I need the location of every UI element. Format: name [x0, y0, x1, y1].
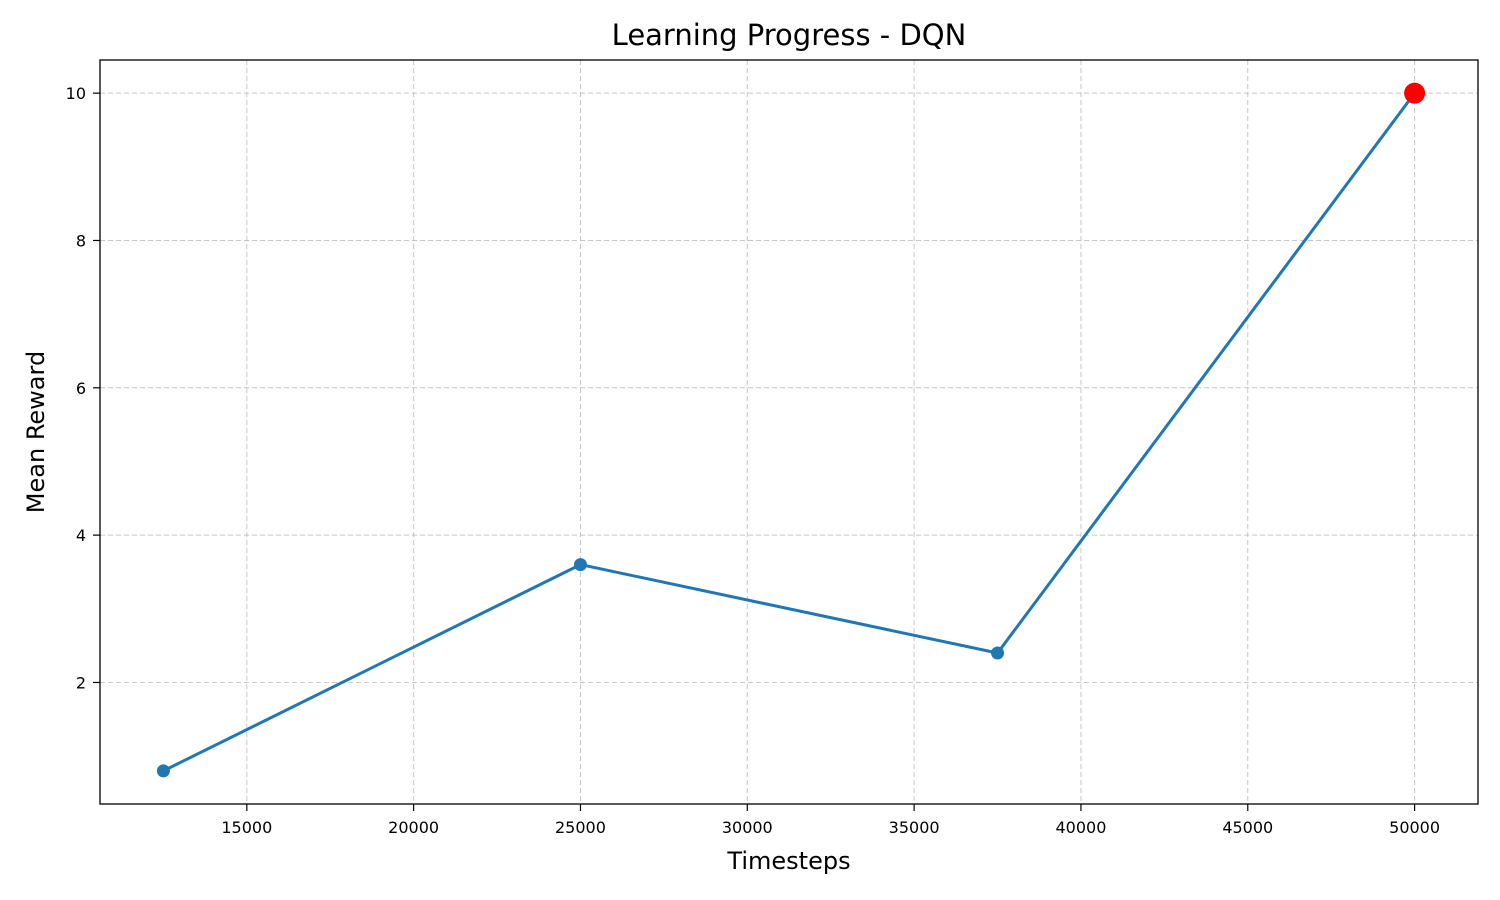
y-tick-label: 2: [76, 673, 86, 692]
x-axis-label: Timesteps: [726, 847, 850, 875]
x-tick-label: 45000: [1222, 818, 1273, 837]
grid-layer: [100, 60, 1478, 804]
x-tick-label: 25000: [555, 818, 606, 837]
x-tick-label: 40000: [1055, 818, 1106, 837]
plot-frame: [99, 59, 1479, 805]
series-line: [162, 92, 1416, 773]
data-point: [991, 646, 1005, 660]
data-point: [156, 764, 170, 778]
x-tick-label: 15000: [221, 818, 272, 837]
x-tick-label: 50000: [1389, 818, 1440, 837]
tick-layer: 15000 20000 25000 30000 35000 40000 45000 50000…: [66, 84, 1440, 837]
x-tick-label: 30000: [722, 818, 773, 837]
x-tick-label: 20000: [388, 818, 439, 837]
y-tick-label: 6: [76, 379, 86, 398]
y-tick-label: 8: [76, 231, 86, 250]
x-tick-label: 35000: [889, 818, 940, 837]
highlight-point: [1404, 82, 1426, 104]
data-point: [573, 558, 587, 572]
chart-title: Learning Progress - DQN: [612, 18, 967, 52]
y-tick-label: 10: [66, 84, 86, 103]
series-layer: [156, 82, 1426, 778]
y-axis-label: Mean Reward: [22, 351, 50, 513]
y-tick-label: 4: [76, 526, 86, 545]
